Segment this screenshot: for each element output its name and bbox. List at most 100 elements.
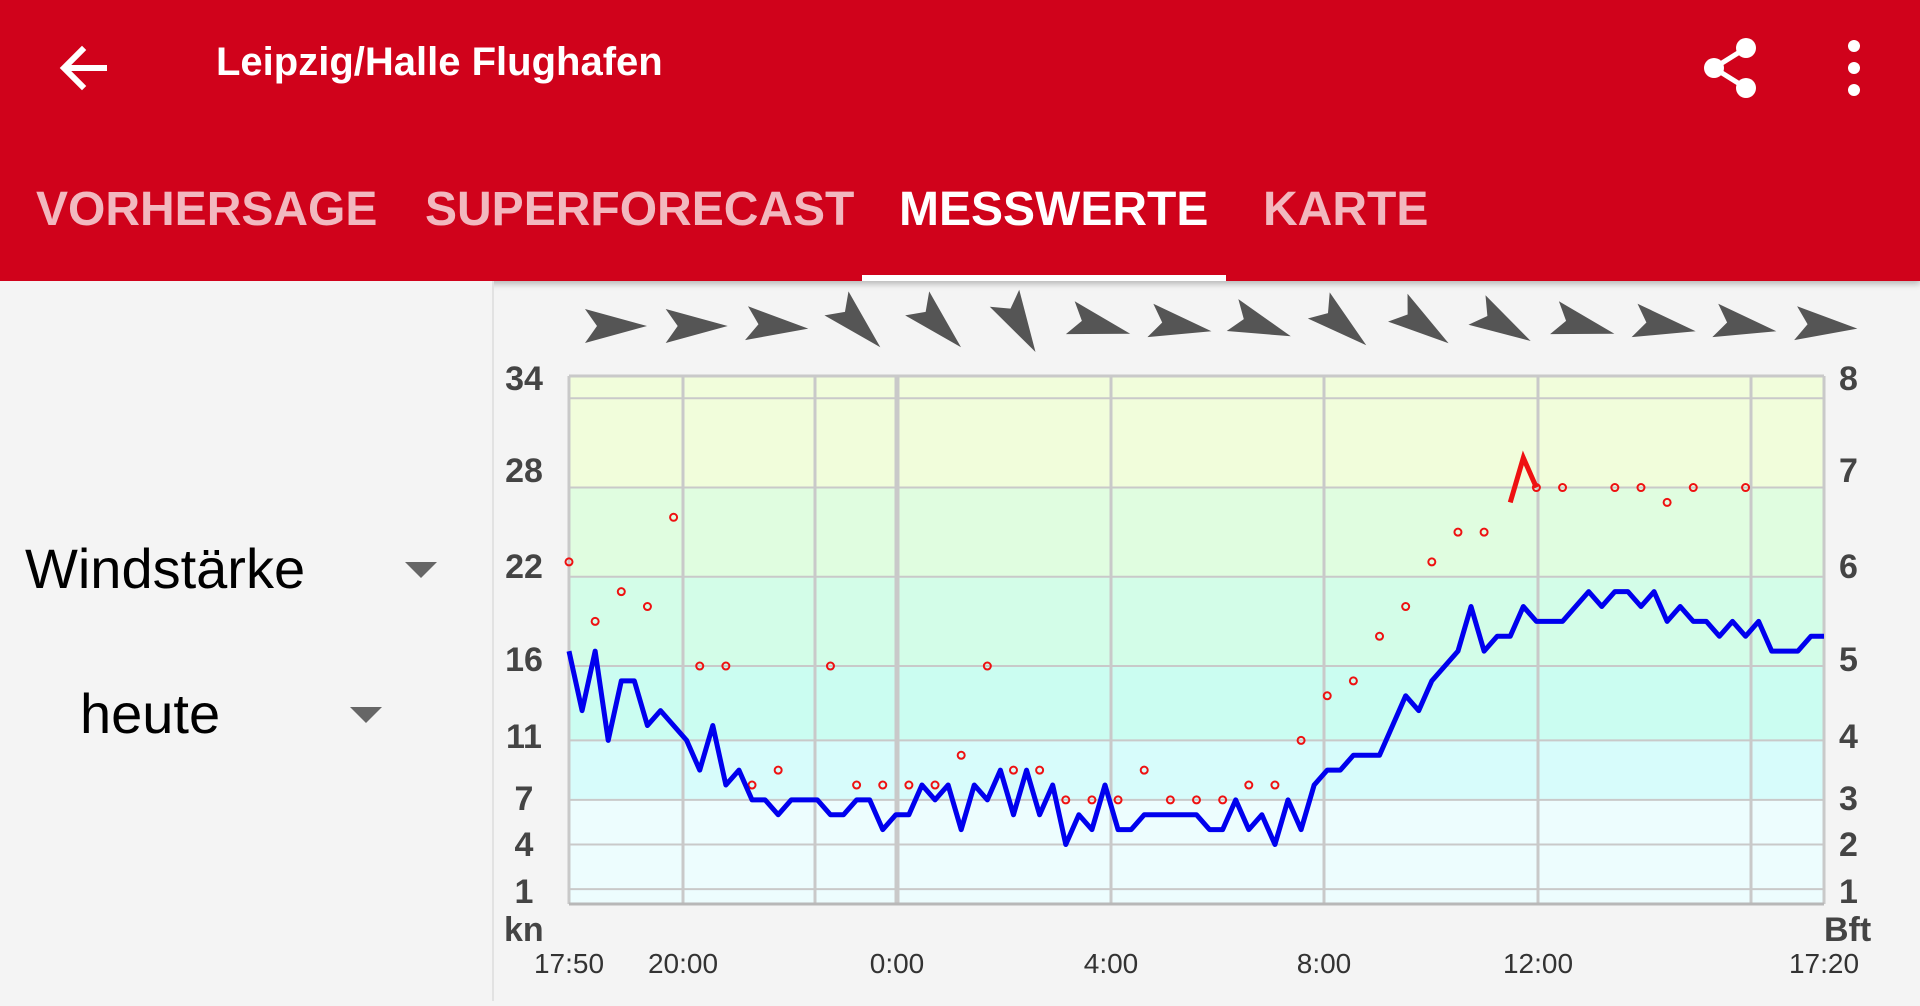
x-tick-label: 4:00 <box>1084 948 1139 979</box>
gust-point <box>1662 497 1672 507</box>
gust-point <box>1479 527 1489 537</box>
chevron-down-icon <box>350 707 382 723</box>
arrow-left-icon <box>59 45 107 91</box>
gust-point <box>1035 765 1045 775</box>
share-icon <box>1704 38 1756 98</box>
gust-point <box>1270 780 1280 790</box>
gust-point <box>773 765 783 775</box>
gust-point <box>1453 527 1463 537</box>
chart-band <box>569 740 1824 800</box>
wind-speed-line <box>566 589 1824 848</box>
gust-point <box>1322 691 1332 701</box>
x-tick-label: 17:20 <box>1789 948 1859 979</box>
gust-point <box>1427 557 1437 567</box>
x-tick-label: 0:00 <box>870 948 925 979</box>
gust-point <box>616 587 626 597</box>
y-left-tick-label: 28 <box>505 452 543 490</box>
y-left-tick-label: 16 <box>505 641 543 679</box>
x-tick-label: 20:00 <box>648 948 718 979</box>
tab-superforecast[interactable]: SUPERFORECAST <box>425 183 855 236</box>
wind-arrow-icon <box>745 306 809 341</box>
wind-arrow-icon <box>665 309 728 343</box>
wind-arrow-icon <box>1794 306 1858 341</box>
gust-point <box>1139 765 1149 775</box>
gust-point <box>904 780 914 790</box>
wind-arrow-icon <box>824 291 881 348</box>
more-vertical-icon <box>1848 40 1860 96</box>
gust-point <box>1061 795 1071 805</box>
x-tick-label: 12:00 <box>1503 948 1573 979</box>
y-left-tick-label: 11 <box>506 718 542 756</box>
gust-point <box>1375 631 1385 641</box>
gust-point <box>930 780 940 790</box>
wind-arrow-icon <box>1550 301 1615 335</box>
tab-karte[interactable]: KARTE <box>1263 183 1429 236</box>
y-right-tick-label: 4 <box>1839 718 1858 756</box>
wind-arrow-icon <box>1468 295 1531 341</box>
wind-arrow-icon <box>1631 303 1696 338</box>
gust-point <box>564 557 574 567</box>
gust-point <box>642 602 652 612</box>
chart-band <box>569 576 1824 667</box>
gust-point <box>1401 602 1411 612</box>
y-left-tick-label: 22 <box>505 548 543 586</box>
gust-point <box>982 661 992 671</box>
variable-select[interactable]: Windstärke <box>25 536 437 601</box>
y-right-tick-label: 1 <box>1839 873 1858 911</box>
gust-point <box>747 780 757 790</box>
gust-point <box>1087 795 1097 805</box>
gust-point <box>825 661 835 671</box>
tab-messwerte[interactable]: MESSWERTE <box>899 183 1209 236</box>
gust-point <box>1008 765 1018 775</box>
gust-point <box>695 661 705 671</box>
y-left-tick-label: 34 <box>505 360 543 398</box>
y-left-tick-label: 1 <box>515 873 534 911</box>
gust-point <box>1610 483 1620 493</box>
app-bar: Leipzig/Halle Flughafen VORHERSAGE SUPER… <box>0 0 1920 281</box>
chart-band <box>569 376 1824 488</box>
back-button[interactable] <box>42 26 126 110</box>
wind-arrow-icon <box>1147 303 1212 338</box>
active-tab-indicator <box>862 275 1226 281</box>
y-right-tick-label: 5 <box>1839 641 1858 679</box>
y-left-unit: kn <box>504 911 544 949</box>
sidebar: Windstärke heute <box>0 281 494 1001</box>
x-tick-label: 17:50 <box>534 948 604 979</box>
gust-point <box>852 780 862 790</box>
chart-band <box>569 487 1824 577</box>
wind-arrow-icon <box>989 289 1036 352</box>
share-button[interactable] <box>1688 26 1772 110</box>
gust-point <box>1296 735 1306 745</box>
y-right-tick-label: 3 <box>1839 780 1858 818</box>
wind-arrow-icon <box>1307 292 1367 346</box>
y-left-tick-label: 7 <box>515 780 534 818</box>
gust-point <box>1165 795 1175 805</box>
y-right-tick-label: 2 <box>1839 826 1858 864</box>
tab-vorhersage[interactable]: VORHERSAGE <box>36 183 378 236</box>
y-right-tick-label: 7 <box>1839 452 1858 490</box>
wind-arrow-icon <box>1226 299 1291 337</box>
period-select[interactable]: heute <box>80 681 382 746</box>
gust-point <box>1741 483 1751 493</box>
gust-point <box>669 512 679 522</box>
overflow-menu-button[interactable] <box>1812 26 1896 110</box>
max-gust-mark <box>1507 450 1539 504</box>
period-select-value: heute <box>80 682 221 745</box>
y-right-tick-label: 6 <box>1839 548 1858 586</box>
gust-point <box>1348 676 1358 686</box>
y-left-tick-label: 4 <box>515 826 534 864</box>
gust-point <box>956 750 966 760</box>
y-right-unit: Bft <box>1824 911 1871 949</box>
gust-point <box>1192 795 1201 805</box>
wind-arrow-icon <box>1712 303 1777 338</box>
gust-point <box>721 661 731 671</box>
wind-arrow-icon <box>905 291 962 348</box>
gust-point <box>1636 483 1646 493</box>
gust-point <box>590 616 600 626</box>
y-right-tick-label: 8 <box>1839 360 1858 398</box>
wind-arrow-icon <box>1388 293 1449 344</box>
gust-point <box>1244 780 1254 790</box>
chart-band <box>569 666 1824 741</box>
x-tick-label: 8:00 <box>1297 948 1352 979</box>
